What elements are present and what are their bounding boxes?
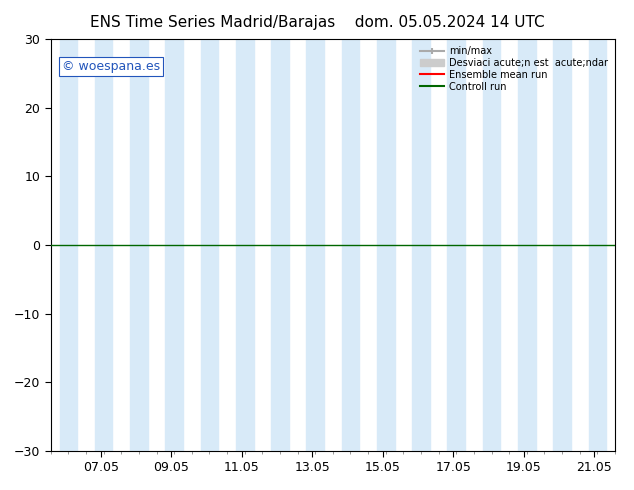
Bar	[448, 39, 465, 451]
Legend: min/max, Desviaci acute;n est  acute;ndar, Ensemble mean run, Controll run: min/max, Desviaci acute;n est acute;ndar…	[418, 44, 610, 94]
Bar	[342, 39, 359, 451]
Bar	[377, 39, 394, 451]
Bar	[130, 39, 148, 451]
Bar	[412, 39, 430, 451]
Bar	[165, 39, 183, 451]
Bar	[553, 39, 571, 451]
Bar	[271, 39, 288, 451]
Bar	[306, 39, 324, 451]
Bar	[200, 39, 218, 451]
Bar	[482, 39, 500, 451]
Bar	[236, 39, 254, 451]
Text: ENS Time Series Madrid/Barajas    dom. 05.05.2024 14 UTC: ENS Time Series Madrid/Barajas dom. 05.0…	[89, 15, 545, 30]
Bar	[518, 39, 536, 451]
Bar	[60, 39, 77, 451]
Bar	[95, 39, 112, 451]
Text: © woespana.es: © woespana.es	[62, 60, 160, 73]
Bar	[588, 39, 606, 451]
